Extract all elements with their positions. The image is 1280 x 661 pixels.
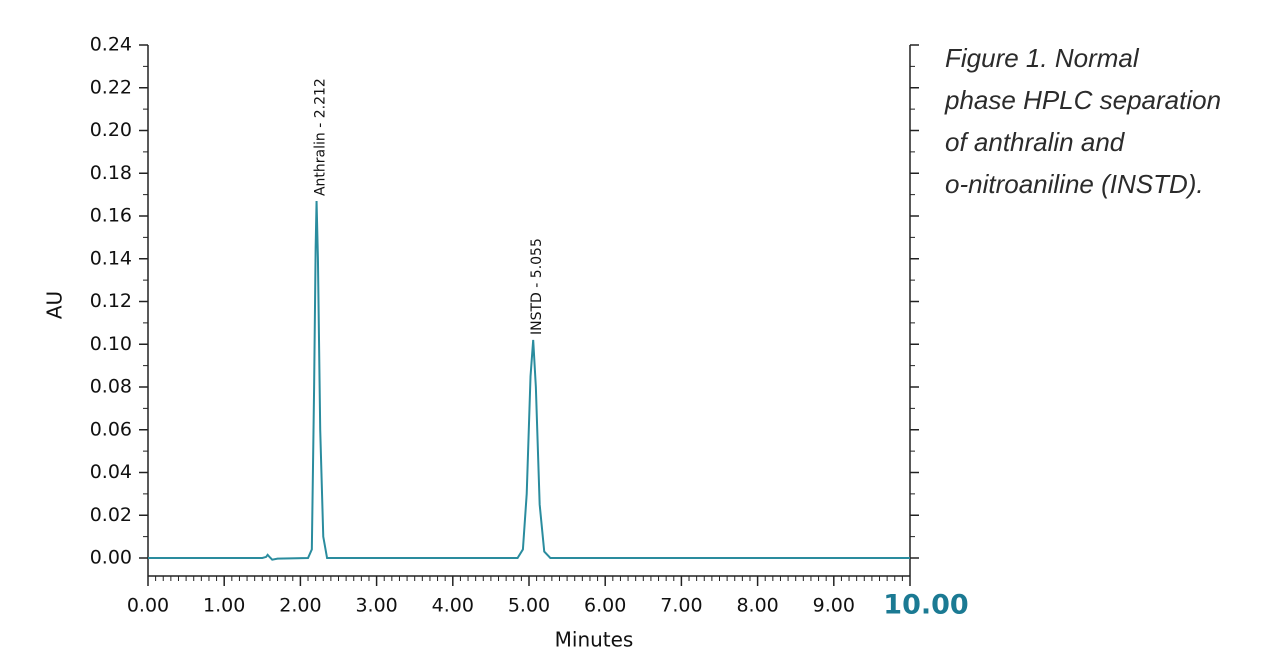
- y-axis-label: AU: [43, 291, 67, 319]
- x-tick-label: 1.00: [203, 595, 245, 617]
- y-tick-label: 0.10: [90, 333, 132, 355]
- y-tick-label: 0.02: [90, 504, 132, 526]
- x-tick-label: 9.00: [813, 595, 855, 617]
- peak-label: Anthralin - 2.212: [313, 78, 329, 196]
- x-tick-label: 2.00: [279, 595, 321, 617]
- y-tick-label: 0.22: [90, 76, 132, 98]
- y-tick-label: 0.08: [90, 376, 132, 398]
- y-tick-label: 0.24: [90, 34, 132, 56]
- y-tick-label: 0.04: [90, 461, 132, 483]
- y-tick-label: 0.16: [90, 205, 132, 227]
- caption-line: o-nitroaniline (INSTD).: [945, 169, 1204, 199]
- y-tick-label: 0.18: [90, 162, 132, 184]
- caption-line: phase HPLC separation: [944, 85, 1221, 115]
- x-tick-label: 3.00: [355, 595, 397, 617]
- x-tick-label: 5.00: [508, 595, 550, 617]
- y-tick-label: 0.06: [90, 418, 132, 440]
- caption-line: Figure 1. Normal: [945, 43, 1140, 73]
- y-tick-label: 0.00: [90, 547, 132, 569]
- caption-line: of anthralin and: [945, 127, 1126, 157]
- y-tick-label: 0.20: [90, 119, 132, 141]
- x-tick-label: 7.00: [660, 595, 702, 617]
- chromatogram-line: [148, 201, 910, 561]
- peak-label: INSTD - 5.055: [529, 238, 545, 335]
- x-tick-label: 8.00: [736, 595, 778, 617]
- x-tick-label: 4.00: [432, 595, 474, 617]
- y-tick-label: 0.14: [90, 247, 132, 269]
- x-tick-label: 10.00: [883, 590, 968, 621]
- x-tick-label: 6.00: [584, 595, 626, 617]
- y-tick-label: 0.12: [90, 290, 132, 312]
- x-axis-label: Minutes: [555, 628, 634, 652]
- x-tick-label: 0.00: [127, 595, 169, 617]
